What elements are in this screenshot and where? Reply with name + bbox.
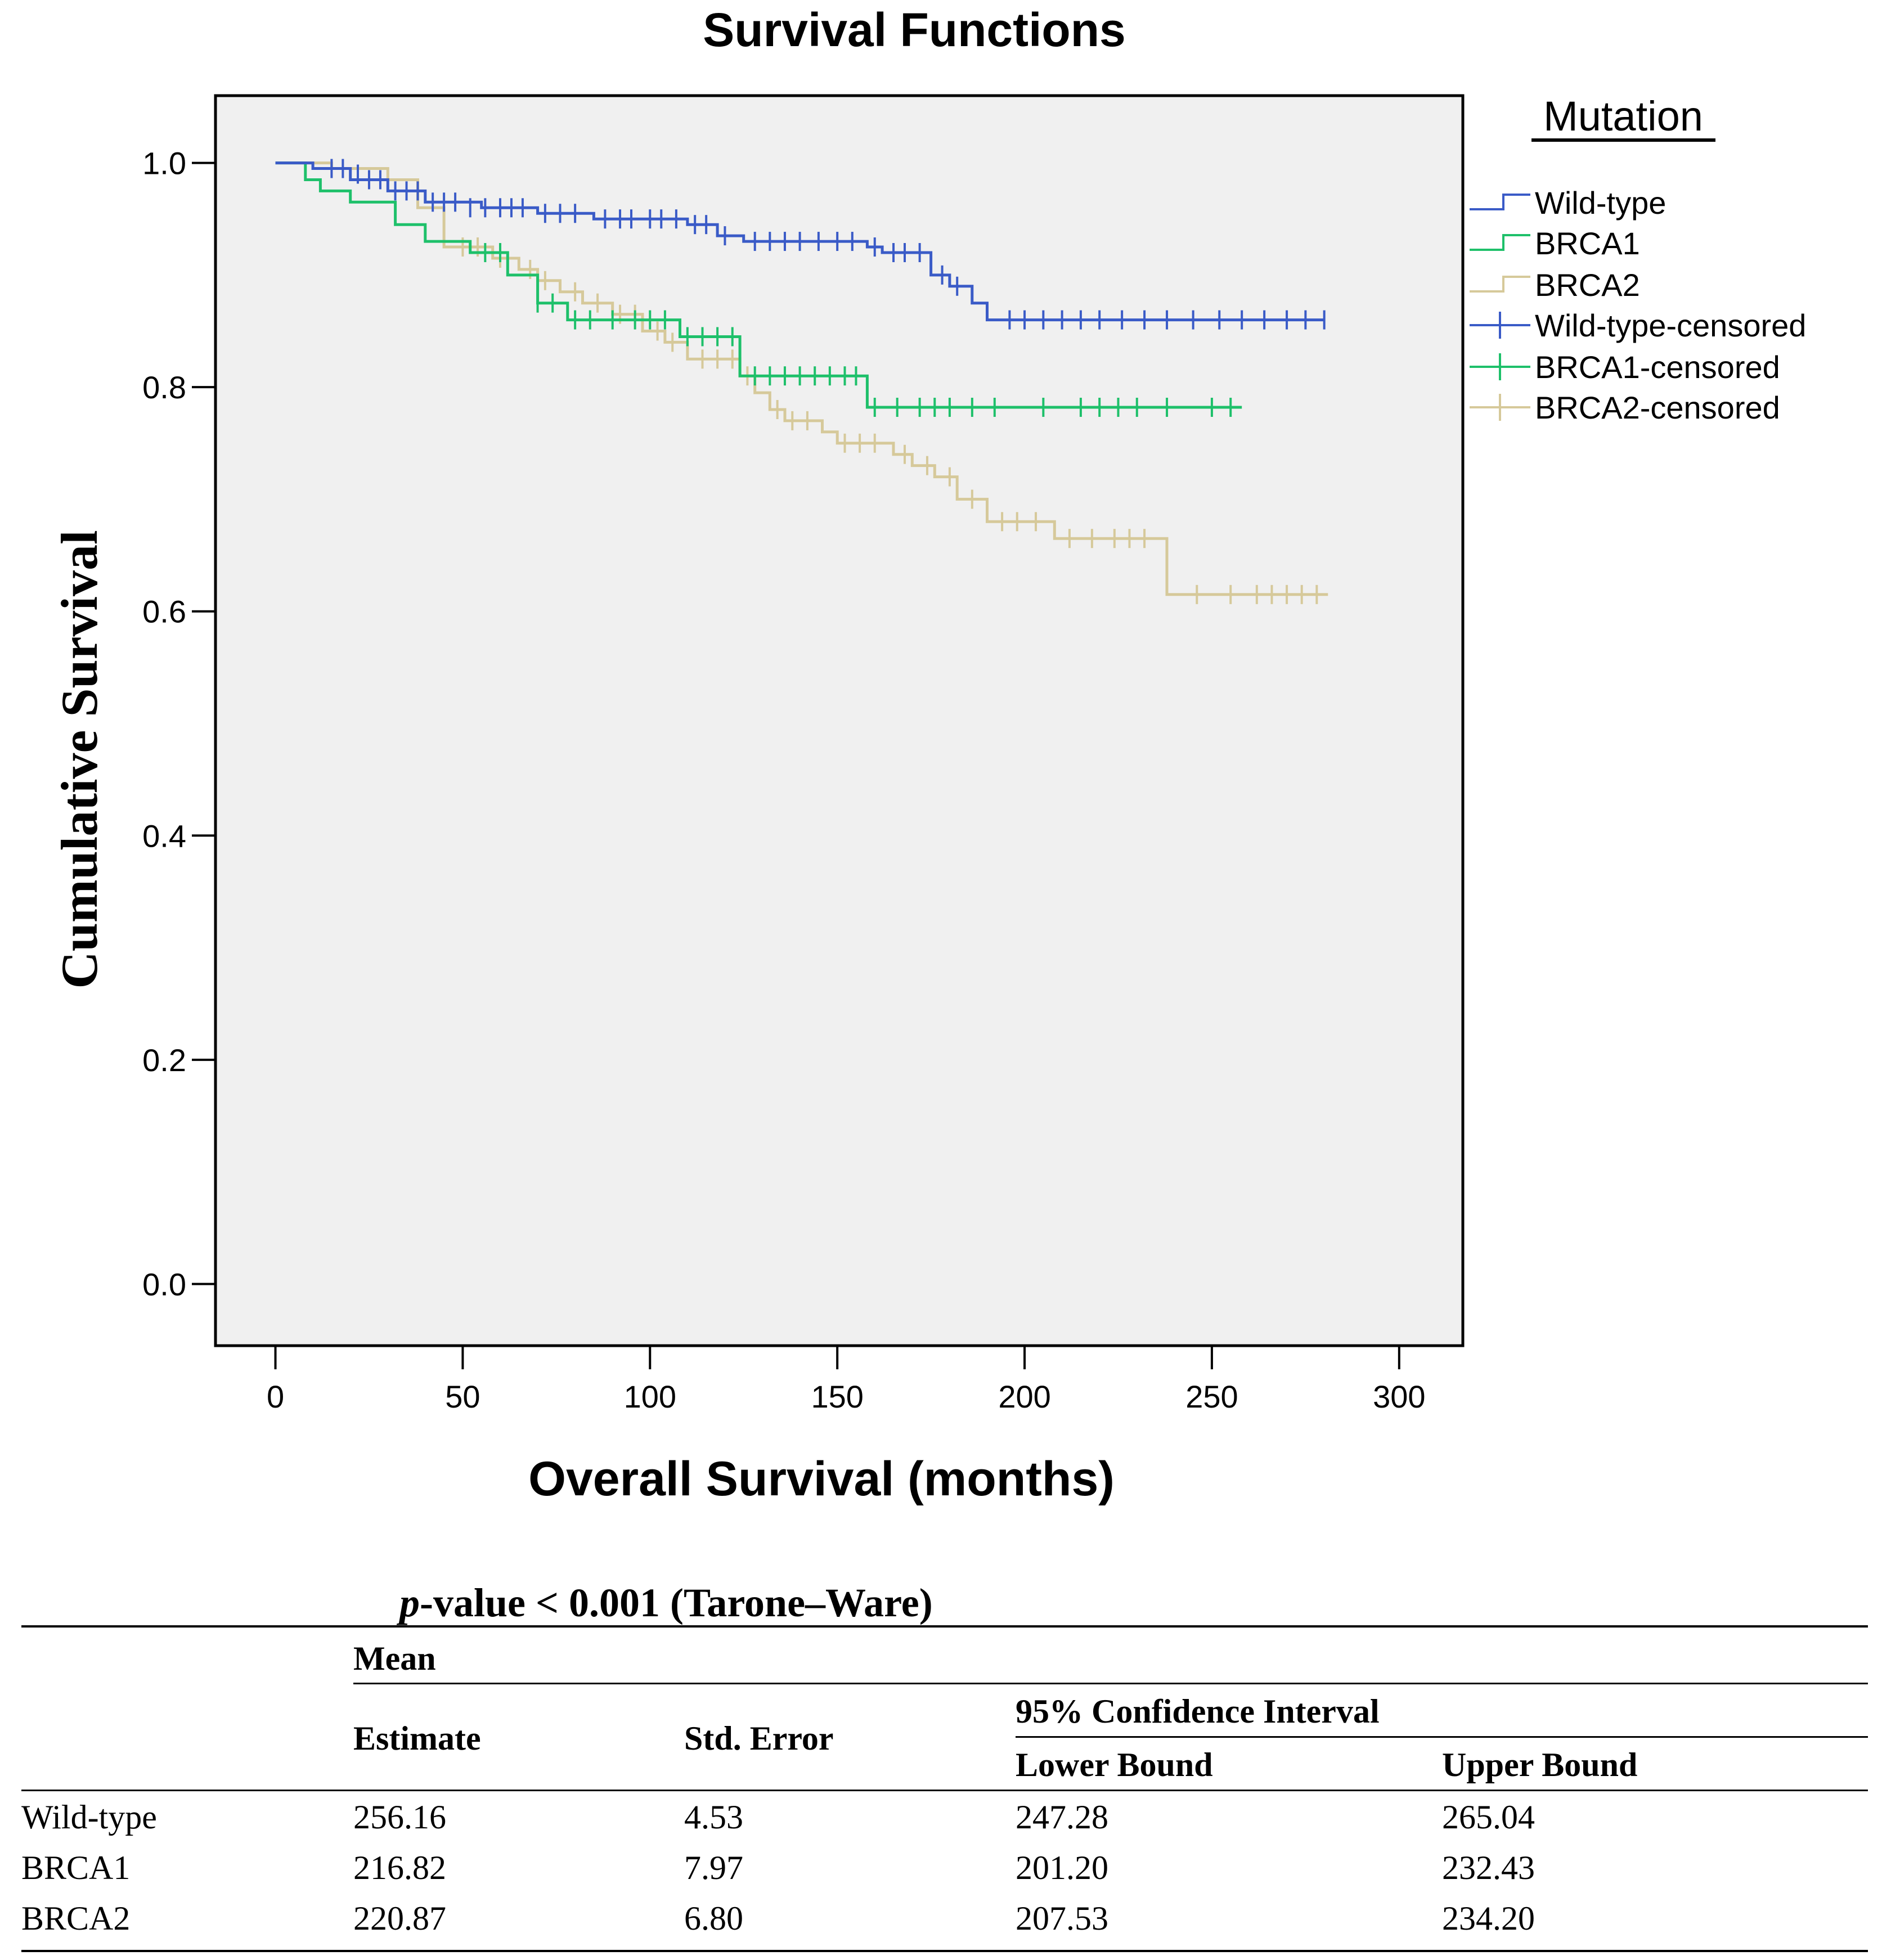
header-stderr: Std. Error xyxy=(684,1720,834,1757)
mean-rule xyxy=(353,1683,1868,1684)
legend: Mutation Wild-type BRCA1 BRCA2 Wild-type-ce… xyxy=(1470,93,1806,425)
y-tick-label: 1.0 xyxy=(142,146,186,181)
legend-label: Wild-type xyxy=(1535,185,1666,221)
row-lower: 247.28 xyxy=(1016,1799,1108,1836)
row-label: Wild-type xyxy=(21,1799,157,1836)
curve-brca1 xyxy=(275,161,1242,409)
x-tick-label: 300 xyxy=(1373,1379,1425,1414)
legend-title: Mutation xyxy=(1543,93,1703,140)
row-lower: 201.20 xyxy=(1016,1849,1108,1886)
header-mean: Mean xyxy=(353,1640,436,1677)
legend-line-swatch xyxy=(1470,276,1530,293)
header-bottom-rule xyxy=(21,1790,1868,1791)
survival-curves xyxy=(275,159,1328,604)
row-upper: 234.20 xyxy=(1442,1900,1535,1937)
legend-label: BRCA1 xyxy=(1535,226,1640,261)
legend-label: Wild-type-censored xyxy=(1535,308,1806,343)
y-tick-label: 0.6 xyxy=(142,594,186,630)
legend-line-swatch xyxy=(1470,234,1530,251)
header-upper: Upper Bound xyxy=(1442,1746,1638,1783)
row-estimate: 256.16 xyxy=(353,1799,446,1836)
table-top-rule xyxy=(21,1625,1868,1628)
row-lower: 207.53 xyxy=(1016,1900,1108,1937)
row-estimate: 220.87 xyxy=(353,1900,446,1937)
x-tick-label: 250 xyxy=(1185,1379,1238,1414)
y-axis-label: Cumulative Survival xyxy=(51,530,108,988)
header-estimate: Estimate xyxy=(353,1720,481,1757)
p-value-text: -value < 0.001 (Tarone–Ware) xyxy=(420,1580,933,1625)
x-axis-label: Overall Survival (months) xyxy=(528,1452,1115,1506)
table-row: BRCA2 220.87 6.80 207.53 234.20 xyxy=(21,1899,1868,1950)
curve-wild-type xyxy=(275,161,1324,322)
x-tick-label: 150 xyxy=(811,1379,863,1414)
table-row: BRCA1 216.82 7.97 201.20 232.43 xyxy=(21,1849,1868,1899)
x-tick-label: 50 xyxy=(445,1379,480,1414)
header-ci: 95% Confidence Interval xyxy=(1016,1693,1380,1730)
x-axis: 0 50 100 150 200 250 300 xyxy=(267,1346,1426,1414)
x-tick-label: 100 xyxy=(624,1379,676,1414)
table-bottom-rule xyxy=(21,1950,1868,1952)
row-label: BRCA1 xyxy=(21,1849,131,1886)
plot-area xyxy=(214,94,1465,1347)
legend-label: BRCA2 xyxy=(1535,267,1640,303)
ci-rule xyxy=(1016,1736,1868,1738)
row-stderr: 4.53 xyxy=(684,1799,743,1836)
x-tick-label: 200 xyxy=(998,1379,1050,1414)
y-axis: 0.0 0.2 0.4 0.6 0.8 1.0 xyxy=(142,146,215,1302)
table-row: Wild-type 256.16 4.53 247.28 265.04 xyxy=(21,1798,1868,1849)
p-value-symbol: p xyxy=(399,1580,420,1625)
row-estimate: 216.82 xyxy=(353,1849,446,1886)
header-lower: Lower Bound xyxy=(1016,1746,1213,1783)
row-label: BRCA2 xyxy=(21,1900,131,1937)
y-tick-label: 0.0 xyxy=(142,1266,186,1302)
x-tick-label: 0 xyxy=(267,1379,284,1414)
row-stderr: 7.97 xyxy=(684,1849,743,1886)
y-tick-label: 0.2 xyxy=(142,1042,186,1078)
p-value-caption: p-value < 0.001 (Tarone–Ware) xyxy=(399,1580,933,1626)
row-stderr: 6.80 xyxy=(684,1900,743,1937)
chart-title: Survival Functions xyxy=(703,3,1126,56)
legend-label: BRCA2-censored xyxy=(1535,390,1780,425)
legend-line-swatch xyxy=(1470,194,1530,210)
y-tick-label: 0.4 xyxy=(142,818,186,853)
legend-label: BRCA1-censored xyxy=(1535,349,1780,385)
survival-chart: Survival Functions 0.0 0.2 0.4 0.6 0.8 1.0 0 5… xyxy=(51,3,1806,1506)
row-upper: 265.04 xyxy=(1442,1799,1535,1836)
row-upper: 232.43 xyxy=(1442,1849,1535,1886)
y-tick-label: 0.8 xyxy=(142,370,186,405)
